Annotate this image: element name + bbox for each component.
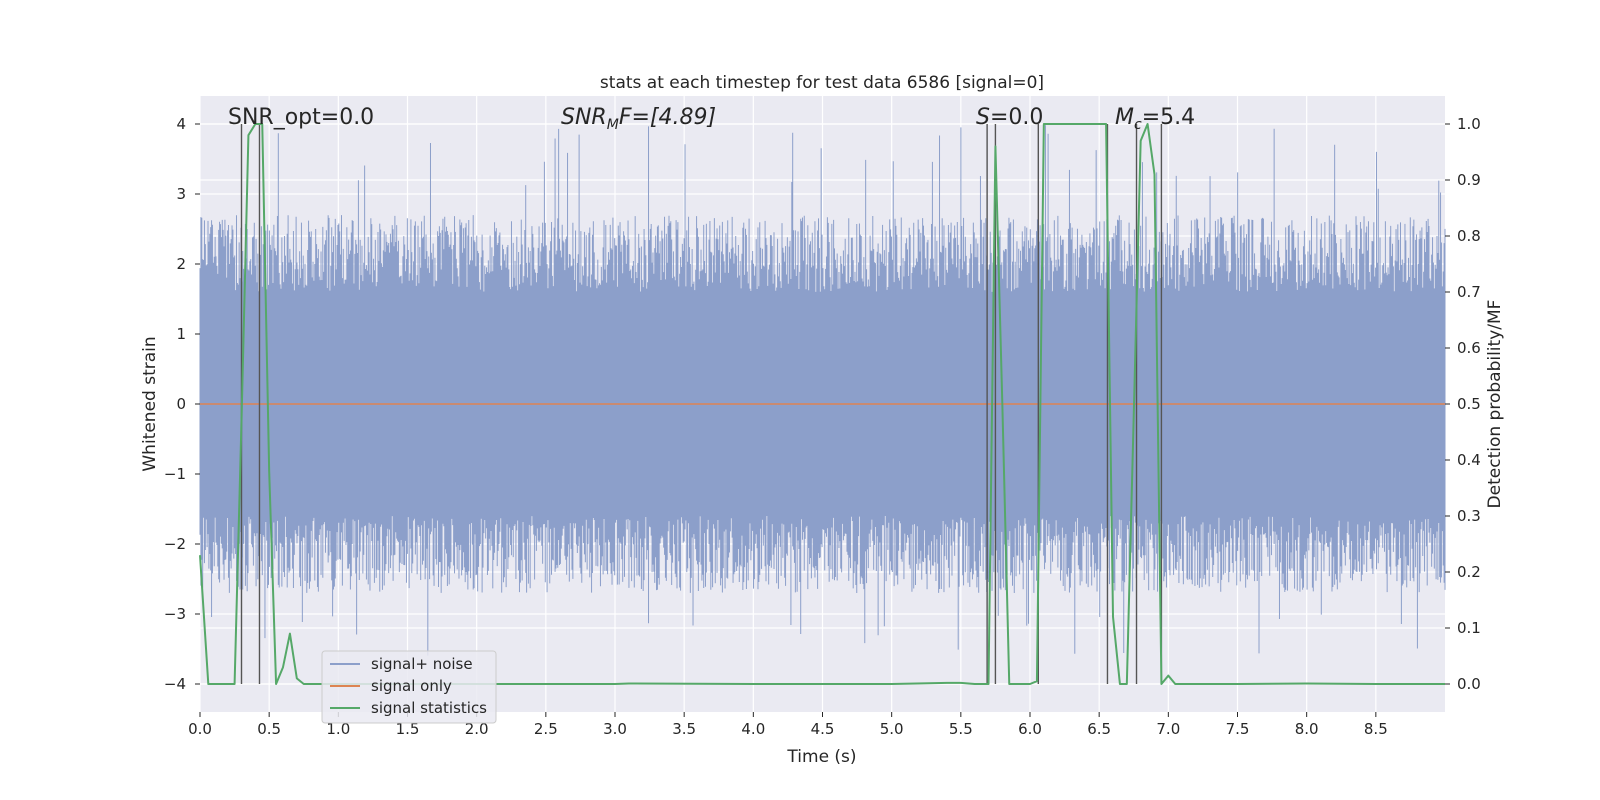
y-tick-label-right: 0.0 xyxy=(1457,675,1481,693)
x-tick-label: 2.0 xyxy=(465,720,489,738)
y-tick-label-right: 0.2 xyxy=(1457,563,1481,581)
y-tick-label-left: −2 xyxy=(164,535,186,553)
annotation-snr-mf: SNRMF=[4.89] xyxy=(561,105,716,133)
y-tick-label-right: 0.8 xyxy=(1457,227,1481,245)
x-tick-label: 4.5 xyxy=(811,720,835,738)
y-tick-label-left: 2 xyxy=(176,255,186,273)
y-tick-label-right: 0.9 xyxy=(1457,171,1481,189)
annotation-snr-mf-rest: F=[4.89] xyxy=(619,105,716,130)
x-tick-label: 3.5 xyxy=(672,720,696,738)
y-tick-label-right: 0.5 xyxy=(1457,395,1481,413)
x-tick-label: 4.0 xyxy=(741,720,765,738)
legend-box xyxy=(321,650,497,724)
x-tick-label: 7.0 xyxy=(1156,720,1180,738)
x-tick-label: 8.5 xyxy=(1364,720,1388,738)
annotation-snr-mf-sub: M xyxy=(607,117,619,133)
annotation-s: S=0.0 xyxy=(976,105,1043,130)
x-tick-label: 0.5 xyxy=(257,720,281,738)
annotation-snr-mf-main: SNR xyxy=(561,105,607,130)
y-tick-label-right: 0.6 xyxy=(1457,339,1481,357)
y-axis-label-left: Whitened strain xyxy=(140,336,160,471)
y-tick-label-left: −4 xyxy=(164,675,186,693)
y-tick-label-left: −3 xyxy=(164,605,186,623)
signal-statistics-series xyxy=(199,123,1445,685)
y-ticks-right: 0.0 0.1 0.2 0.3 0.4 0.5 0.6 0.7 0.8 0.9 1.0 xyxy=(1445,115,1481,693)
x-tick-label: 3.0 xyxy=(603,720,627,738)
chart-title: stats at each timestep for test data 658… xyxy=(600,73,1044,93)
y-tick-label-left: 1 xyxy=(176,325,186,343)
x-tick-label: 2.5 xyxy=(534,720,558,738)
annotation-s-rest: =0.0 xyxy=(990,105,1043,130)
x-tick-label: 5.5 xyxy=(949,720,973,738)
x-axis-label: Time (s) xyxy=(786,747,856,767)
x-tick-label: 8.0 xyxy=(1295,720,1319,738)
y-tick-label-left: 0 xyxy=(176,395,186,413)
annotation-mc-main: M xyxy=(1115,105,1134,130)
y-tick-label-right: 0.3 xyxy=(1457,507,1481,525)
y-axis-label-right: Detection probability/MF xyxy=(1485,300,1505,509)
annotation-snr-opt: SNR_opt=0.0 xyxy=(228,105,374,130)
annotation-mc: Mc=5.4 xyxy=(1115,105,1195,133)
x-tick-label: 1.0 xyxy=(326,720,350,738)
annotation-s-main: S xyxy=(976,105,990,130)
x-tick-label: 6.0 xyxy=(1018,720,1042,738)
legend-label-signal-statistics: signal statistics xyxy=(371,699,487,717)
stats-line xyxy=(199,123,1445,685)
legend-label-signal-only: signal only xyxy=(371,677,452,695)
legend-label-signal-noise: signal+ noise xyxy=(371,655,473,673)
x-tick-label: 5.0 xyxy=(880,720,904,738)
annotation-mc-sub: c xyxy=(1134,117,1142,133)
y-ticks-left: −4 −3 −2 −1 0 1 2 3 4 xyxy=(164,115,200,693)
legend: signal+ noise signal only signal statist… xyxy=(321,650,497,724)
x-tick-label: 6.5 xyxy=(1087,720,1111,738)
y-tick-label-left: 3 xyxy=(176,185,186,203)
x-ticks: 0.0 0.5 1.0 1.5 2.0 2.5 3.0 3.5 4.0 4.5 5.0 5.5 6.0 6… xyxy=(188,712,1388,738)
y-tick-label-right: 1.0 xyxy=(1457,115,1481,133)
y-tick-label-left: −1 xyxy=(164,465,186,483)
x-tick-label: 1.5 xyxy=(396,720,420,738)
annotation-mc-rest: =5.4 xyxy=(1142,105,1195,130)
y-tick-label-left: 4 xyxy=(176,115,186,133)
x-tick-label: 7.5 xyxy=(1226,720,1250,738)
x-tick-label: 0.0 xyxy=(188,720,212,738)
y-tick-label-right: 0.7 xyxy=(1457,283,1481,301)
y-tick-label-right: 0.4 xyxy=(1457,451,1481,469)
y-tick-label-right: 0.1 xyxy=(1457,619,1481,637)
detection-vlines xyxy=(240,124,1163,684)
